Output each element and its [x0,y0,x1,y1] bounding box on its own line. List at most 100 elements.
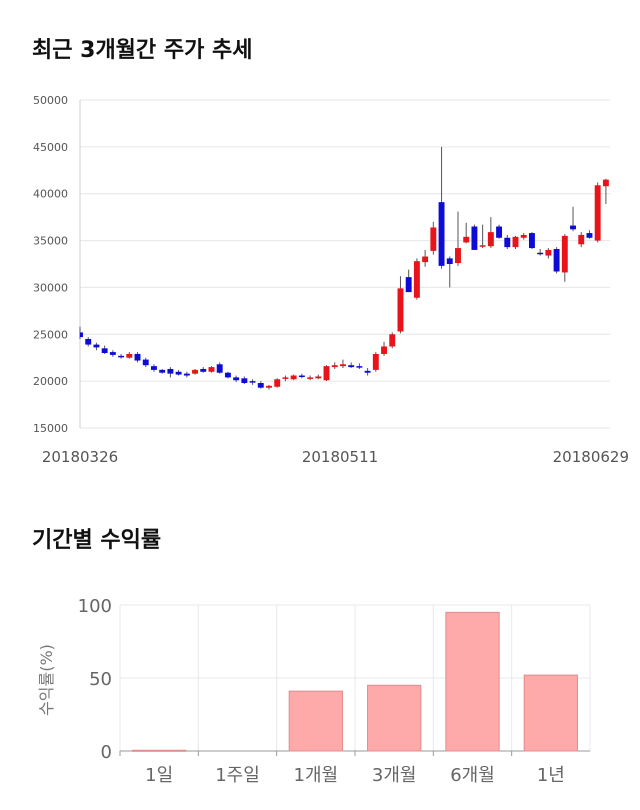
candle [512,235,519,250]
candle [109,350,116,357]
price-y-tick-label: 20000 [33,375,68,388]
candle-body [528,233,535,249]
returns-chart: 0 50 100 1일 1주일 1개월 3개월 6개월 1년 수익률(%) [37,596,591,786]
returns-bar [523,674,578,752]
candle-body [430,227,437,251]
price-y-tick-label: 40000 [33,188,68,201]
candle [586,230,593,239]
candle-body [463,236,470,243]
candle-body [389,334,396,347]
candle [339,359,346,369]
candle-body [553,249,560,272]
candle [528,232,535,250]
candle [594,182,601,243]
candle [364,368,371,376]
candle-body [101,348,108,354]
price-y-tick-label: 30000 [33,281,68,294]
returns-x-tick-label: 1년 [537,765,565,786]
candle [487,217,494,249]
returns-x-tick-label: 6개월 [450,765,495,786]
candle [438,146,445,269]
price-y-tick-label: 25000 [33,328,68,341]
candle [331,362,338,369]
candle-body [241,378,248,384]
candle [397,276,404,334]
candle [570,206,576,232]
candle-body [570,225,576,230]
price-x-tick-label: 20180326 [42,448,118,466]
candle [553,247,560,274]
candle-body [282,377,289,379]
candle-body [307,377,314,379]
candle-body [339,364,346,367]
candle-body [364,370,371,373]
candle-body [381,346,387,354]
candle [504,234,511,250]
candle [118,353,125,359]
candle-body [520,234,527,238]
returns-x-tick-label: 1개월 [294,765,339,786]
candle [405,269,412,293]
returns-y-axis-label: 수익률(%) [37,644,56,716]
candle [274,378,281,388]
candle [446,256,453,288]
candle-body [372,353,379,370]
candle-body [504,237,511,248]
candle [463,222,470,244]
candle [381,341,387,356]
candle [167,367,174,378]
returns-y-tick-label: 50 [89,669,112,690]
candle-body [586,233,593,238]
price-y-tick-label: 50000 [33,94,68,107]
price-section-title: 최근 3개월간 주가 추세 [32,38,253,63]
candle [578,232,585,248]
returns-y-tick-label: 100 [78,596,112,617]
price-y-tick-label: 45000 [33,141,68,154]
candle-body [561,235,568,273]
candle [561,234,568,282]
candle [233,375,240,383]
candle [266,384,272,390]
candle-body [109,352,116,355]
candle [323,365,330,382]
candle-body [85,338,92,345]
candle [93,342,100,351]
candle [479,224,486,249]
candle [422,249,429,267]
candle-body [126,353,133,358]
candle-body [249,381,256,383]
candle-body [266,385,272,388]
candle-body [192,369,198,374]
returns-bar [132,749,187,752]
returns-bar [288,690,343,752]
candle-body [142,359,149,366]
candle-body [323,366,330,381]
candle [159,368,166,374]
candle [134,352,141,363]
candle [101,345,108,354]
candle [282,375,289,382]
price-x-tick-label: 20180511 [302,448,378,466]
candle-body [512,236,519,248]
candle [413,258,420,300]
candle [389,332,396,349]
candle-body [183,373,190,376]
candle-body [315,376,322,379]
candle-body [471,226,478,250]
candle-body [602,179,609,187]
candle-body [422,256,429,263]
candle [224,371,231,379]
candle-body [298,375,305,378]
candle [126,352,133,359]
candle [200,367,207,373]
candle-body [224,372,231,378]
returns-y-tick-label: 0 [101,742,112,763]
candle-body [290,375,297,380]
candle [208,366,215,373]
candle [496,224,503,239]
candle-body [175,371,182,375]
candle-body [274,379,281,387]
candle [298,373,305,379]
candle-body [594,185,601,241]
candle-body [80,332,83,338]
